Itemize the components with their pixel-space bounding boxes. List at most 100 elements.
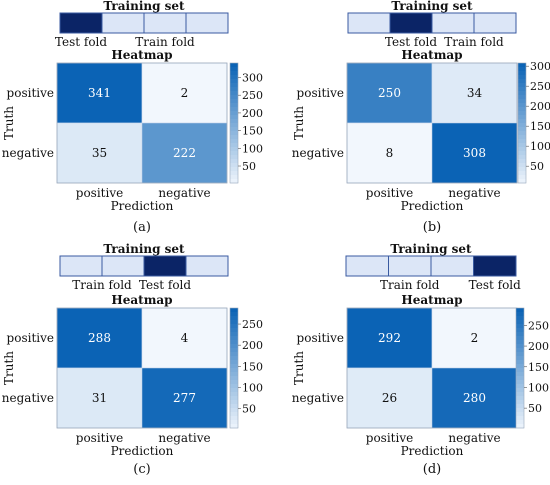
colorbar-segment bbox=[230, 384, 238, 389]
colorbar-segment bbox=[230, 340, 238, 345]
panel-label: (a) bbox=[133, 220, 151, 235]
colorbar-segment bbox=[518, 111, 526, 116]
colorbar-segment bbox=[230, 344, 238, 349]
colorbar-segment bbox=[516, 328, 524, 333]
colorbar-segment bbox=[518, 75, 526, 80]
colorbar-tick-label: 50 bbox=[242, 160, 256, 173]
colorbar-segment bbox=[518, 163, 526, 168]
x-tick-label: negative bbox=[448, 431, 500, 445]
cell-value-label: 34 bbox=[467, 86, 483, 100]
colorbar-segment bbox=[516, 336, 524, 341]
heatmap-cell bbox=[346, 367, 433, 429]
x-axis-label: Prediction bbox=[401, 444, 464, 458]
colorbar-segment bbox=[516, 312, 524, 317]
heatmap-border bbox=[56, 62, 228, 184]
colorbar-segment bbox=[516, 332, 524, 337]
y-tick-label: negative bbox=[2, 391, 54, 405]
colorbar-segment bbox=[230, 111, 238, 116]
colorbar-segment bbox=[230, 83, 238, 88]
colorbar-tick-label: 50 bbox=[528, 402, 542, 415]
colorbar-segment bbox=[518, 179, 526, 184]
colorbar-tick-label: 250 bbox=[528, 319, 549, 332]
panel-label: (c) bbox=[133, 462, 150, 477]
colorbar-segment bbox=[230, 159, 238, 164]
heatmap-cell bbox=[346, 307, 433, 369]
cell-value-label: 308 bbox=[463, 146, 486, 160]
x-tick-label: positive bbox=[366, 431, 413, 445]
train-fold-label: Train fold bbox=[72, 278, 132, 292]
colorbar-segment bbox=[230, 392, 238, 397]
colorbar-segment bbox=[518, 147, 526, 152]
colorbar-segment bbox=[518, 71, 526, 76]
colorbar-tick-label: 150 bbox=[242, 125, 263, 138]
y-axis-label: Truth bbox=[292, 106, 306, 140]
colorbar-segment bbox=[230, 71, 238, 76]
cell-value-label: 8 bbox=[386, 146, 394, 160]
colorbar-segment bbox=[230, 380, 238, 385]
colorbar-segment bbox=[230, 400, 238, 405]
colorbar-tick-label: 50 bbox=[530, 160, 544, 173]
colorbar-segment bbox=[230, 63, 238, 68]
cell-value-label: 222 bbox=[173, 146, 196, 160]
fold-bar-title: Training set bbox=[390, 242, 472, 256]
fold-bar-title: Training set bbox=[103, 0, 185, 13]
colorbar-segment bbox=[230, 119, 238, 124]
colorbar-segment bbox=[230, 163, 238, 168]
colorbar-segment bbox=[518, 171, 526, 176]
colorbar-tick-label: 100 bbox=[242, 381, 263, 394]
cell-value-label: 341 bbox=[88, 86, 111, 100]
colorbar-segment bbox=[516, 340, 524, 345]
fold-segment bbox=[345, 255, 389, 277]
x-tick-label: positive bbox=[76, 431, 123, 445]
colorbar-segment bbox=[516, 400, 524, 405]
cell-value-label: 250 bbox=[378, 86, 401, 100]
colorbar-segment bbox=[230, 175, 238, 180]
colorbar-segment bbox=[230, 332, 238, 337]
colorbar-segment bbox=[230, 67, 238, 72]
colorbar-segment bbox=[518, 87, 526, 92]
colorbar-segment bbox=[230, 360, 238, 365]
cell-value-label: 2 bbox=[471, 331, 479, 345]
colorbar-segment bbox=[518, 127, 526, 132]
y-axis-label: Truth bbox=[2, 351, 16, 385]
test-fold-label: Test fold bbox=[139, 278, 191, 292]
fold-segment bbox=[59, 12, 103, 34]
colorbar-tick-label: 50 bbox=[242, 403, 256, 416]
colorbar-segment bbox=[516, 412, 524, 417]
colorbar-segment bbox=[230, 376, 238, 381]
heatmap-cell bbox=[141, 122, 228, 184]
colorbar-segment bbox=[516, 348, 524, 353]
colorbar-segment bbox=[516, 356, 524, 361]
x-tick-label: negative bbox=[158, 186, 210, 200]
colorbar-segment bbox=[230, 388, 238, 393]
colorbar-segment bbox=[230, 328, 238, 333]
train-fold-label: Train fold bbox=[380, 278, 440, 292]
colorbar-segment bbox=[230, 372, 238, 377]
colorbar-segment bbox=[518, 131, 526, 136]
test-fold-label: Test fold bbox=[469, 278, 521, 292]
heatmap-cell bbox=[56, 367, 143, 429]
colorbar-segment bbox=[516, 352, 524, 357]
colorbar-segment bbox=[516, 416, 524, 421]
fold-segment bbox=[185, 255, 229, 277]
colorbar-segment bbox=[230, 171, 238, 176]
colorbar-segment bbox=[230, 320, 238, 325]
fold-segment bbox=[143, 255, 187, 277]
colorbar-segment bbox=[230, 143, 238, 148]
panel-label: (d) bbox=[423, 462, 441, 477]
heatmap-border bbox=[56, 307, 228, 429]
colorbar-segment bbox=[516, 308, 524, 313]
heatmap-cell bbox=[56, 62, 143, 124]
colorbar-segment bbox=[230, 424, 238, 429]
colorbar-tick-label: 100 bbox=[530, 140, 550, 153]
x-axis-label: Prediction bbox=[401, 199, 464, 213]
y-tick-label: positive bbox=[297, 86, 344, 100]
colorbar-segment bbox=[230, 404, 238, 409]
heatmap-cell bbox=[431, 367, 518, 429]
colorbar-segment bbox=[230, 99, 238, 104]
colorbar-tick-label: 100 bbox=[242, 142, 263, 155]
x-tick-label: positive bbox=[366, 186, 413, 200]
colorbar-tick-label: 200 bbox=[528, 340, 549, 353]
heatmap-title: Heatmap bbox=[401, 48, 462, 62]
colorbar-segment bbox=[516, 380, 524, 385]
